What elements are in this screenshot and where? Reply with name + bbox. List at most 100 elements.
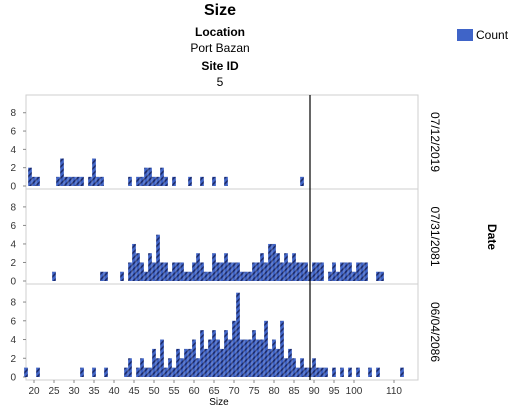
panel-date-label: 07/12/2019 <box>428 112 442 172</box>
x-tick-label: 45 <box>128 386 140 397</box>
histogram-bar <box>252 262 256 281</box>
histogram-bar <box>80 176 84 186</box>
histogram-bar <box>148 167 152 186</box>
panel-date-label: 06/04/2086 <box>428 302 442 362</box>
histogram-bar <box>36 176 40 186</box>
histogram-bar <box>180 262 184 281</box>
histogram-bar <box>312 262 316 281</box>
histogram-bar <box>220 348 224 377</box>
histogram-bar <box>164 367 168 377</box>
histogram-bar <box>288 348 292 377</box>
histogram-bar <box>380 271 384 281</box>
histogram-bar <box>348 367 352 377</box>
panel-frame <box>25 283 419 381</box>
histogram-bar <box>276 253 280 281</box>
histogram-bar <box>324 367 328 377</box>
x-tick-label: 75 <box>248 386 260 397</box>
histogram-bar <box>144 167 148 186</box>
histogram-bar <box>128 262 132 281</box>
x-tick-label: 65 <box>208 386 220 397</box>
y-tick-label: 4 <box>10 335 16 346</box>
histogram-bar <box>136 176 140 186</box>
y-tick-label: 0 <box>10 373 16 384</box>
histogram-bar <box>128 176 132 186</box>
site-id-value: 5 <box>216 75 224 89</box>
histogram-bar <box>80 367 84 377</box>
histogram-bar <box>212 176 216 186</box>
histogram-bar <box>224 330 228 377</box>
x-tick-label: 85 <box>288 386 300 397</box>
histogram-bar <box>184 271 188 281</box>
panel-date-label: 07/31/2081 <box>428 206 442 266</box>
histogram-bar <box>364 262 368 281</box>
histogram-bar <box>192 339 196 377</box>
histogram-bar <box>140 358 144 377</box>
histogram-bar <box>284 358 288 377</box>
x-tick-label: 20 <box>28 386 40 397</box>
histogram-bar <box>260 253 264 281</box>
legend: Count <box>457 28 508 42</box>
histogram-bar <box>144 271 148 281</box>
y-tick-label: 8 <box>10 202 16 213</box>
histogram-bar <box>136 253 140 281</box>
y-tick-label: 2 <box>10 163 16 174</box>
histogram-bar <box>172 176 176 186</box>
histogram-bar <box>196 358 200 377</box>
histogram-bar <box>168 358 172 377</box>
x-axis-title: Size <box>209 397 229 408</box>
histogram-bar <box>232 262 236 281</box>
histogram-bar <box>400 367 404 377</box>
chart-title: Size <box>203 2 236 19</box>
histogram-bar <box>176 262 180 281</box>
histogram-bar <box>280 262 284 281</box>
histogram-bar <box>276 348 280 377</box>
x-tick-label: 55 <box>168 386 180 397</box>
histogram-bar <box>160 262 164 281</box>
x-tick-label: 50 <box>148 386 160 397</box>
histogram-bar <box>208 339 212 377</box>
legend-label-count: Count <box>476 28 509 42</box>
histogram-bar <box>304 262 308 281</box>
x-tick-label: 40 <box>108 386 120 397</box>
histogram-bar <box>180 358 184 377</box>
y-tick-label: 8 <box>10 108 16 119</box>
histogram-bar <box>336 271 340 281</box>
histogram-bar <box>164 262 168 281</box>
histogram-bar <box>120 271 124 281</box>
y-tick-label: 6 <box>10 127 16 138</box>
histogram-bar <box>212 253 216 281</box>
y-tick-label: 2 <box>10 258 16 269</box>
histogram-bar <box>332 262 336 281</box>
histogram-bar <box>28 167 32 186</box>
histogram-bar <box>96 176 100 186</box>
x-tick-label: 90 <box>308 386 320 397</box>
histogram-bar <box>200 176 204 186</box>
histogram-bar <box>360 262 364 281</box>
histogram-bar <box>124 367 128 377</box>
location-label: Location <box>195 25 245 39</box>
histogram-bar <box>172 262 176 281</box>
histogram-bar <box>204 271 208 281</box>
histogram-bar <box>128 358 132 377</box>
x-tick-label: 100 <box>346 386 363 397</box>
histogram-bar <box>160 167 164 186</box>
histogram-bar <box>256 339 260 377</box>
histogram-bar <box>340 262 344 281</box>
histogram-bar <box>312 358 316 377</box>
histogram-bar <box>252 330 256 377</box>
histogram-bar <box>352 271 356 281</box>
histogram-bar <box>368 367 372 377</box>
histogram-bar <box>284 253 288 281</box>
histogram-bar <box>52 271 56 281</box>
histogram-bar <box>212 330 216 377</box>
histogram-bar <box>104 367 108 377</box>
histogram-bar <box>188 176 192 186</box>
histogram-bar <box>228 262 232 281</box>
location-value: Port Bazan <box>190 41 250 55</box>
histogram-bar <box>300 358 304 377</box>
histogram-bar <box>100 271 104 281</box>
histogram-bar <box>224 253 228 281</box>
histogram-bar <box>152 176 156 186</box>
histogram-bar <box>148 367 152 377</box>
histogram-bar <box>104 271 108 281</box>
